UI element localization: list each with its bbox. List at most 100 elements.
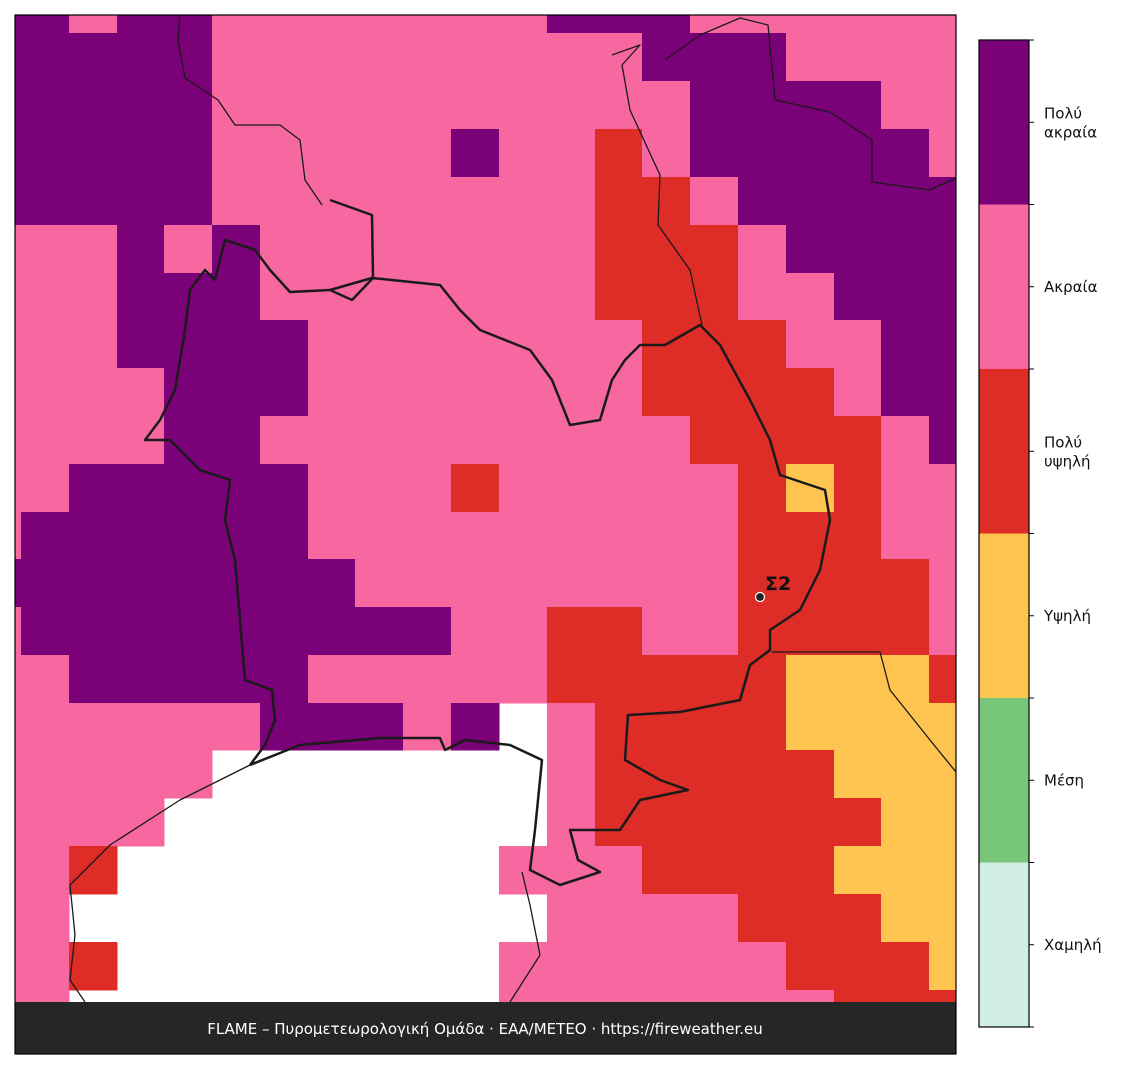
legend-swatch [979,862,1029,1027]
grid-cell [499,33,548,82]
grid-cell [786,368,835,417]
grid-cell [355,129,404,178]
grid-cell [595,273,643,321]
grid-cell [21,512,70,560]
grid-cell [355,559,404,608]
grid-cell [21,942,70,991]
grid-cell [547,894,596,943]
grid-cell [690,273,739,321]
grid-cell [738,81,787,130]
border-line [177,14,323,206]
grid-cell [499,512,548,560]
grid-cell [15,368,22,417]
grid-cell [834,607,882,656]
grid-cell [164,750,213,799]
grid-cell [499,990,548,1003]
grid-cell [15,512,22,560]
grid-cell [595,559,643,608]
grid-cell [403,512,452,560]
grid-cell [642,990,691,1003]
grid-cell [881,320,930,369]
grid-cell [547,368,596,417]
legend-label-line: ακραία [1044,123,1097,141]
grid-cell [355,15,404,34]
grid-cell [212,464,261,513]
grid-cell [15,464,22,513]
grid-cell [21,15,70,34]
grid-cell [738,320,787,369]
grid-cell [21,990,70,1003]
grid-cell [403,607,452,656]
grid-cell [786,655,835,704]
legend-label: Πολύ ακραία [1044,104,1097,141]
grid-cell [260,703,309,751]
grid-cell [69,368,118,417]
grid-cell [164,368,213,417]
grid-cell [164,129,213,178]
grid-cell [595,15,643,34]
grid-cell [260,464,309,513]
grid-cell [403,703,452,751]
grid-cell [834,129,882,178]
border-line [143,198,375,766]
grid-cell [595,990,643,1003]
grid-cell [403,177,452,226]
grid-cell [834,703,882,751]
grid-cell [403,15,452,34]
grid-cell [403,655,452,704]
grid-cell [355,416,404,465]
grid-cell [547,320,596,369]
grid-cell [21,129,70,178]
grid-cell [355,33,404,82]
grid-cell [929,990,957,1003]
legend-label: Μέση [1044,771,1084,789]
grid-cell [690,464,739,513]
grid-cell [690,416,739,465]
grid-cell [499,129,548,178]
grid-cell [212,703,261,751]
grid-cell [499,177,548,226]
grid-cell [355,607,404,656]
grid-cell [881,368,930,417]
grid-cell [69,750,118,799]
grid-cell [595,750,643,799]
grid-cell [164,703,213,751]
grid-cell [451,129,500,178]
grid-cell [786,129,835,178]
grid-cell [929,846,957,895]
grid-cell [212,177,261,226]
grid-cell [260,81,309,130]
grid-cell [117,368,165,417]
grid-cell [642,368,691,417]
footer-bar [15,1002,956,1054]
grid-cell [403,129,452,178]
grid-cell [642,416,691,465]
grid-cell [547,129,596,178]
grid-cell [786,320,835,369]
grid-cell [308,368,356,417]
grid-cell [69,33,118,82]
grid-cell [929,273,957,321]
grid-cell [403,33,452,82]
grid-cell [117,225,165,274]
grid-cell [690,129,739,178]
grid-cell [308,225,356,274]
grid-cell [834,15,882,34]
legend-label-line: Ακραία [1044,278,1098,296]
grid-cell [834,177,882,226]
grid-cell [690,15,739,34]
grid-cell [881,225,930,274]
grid-cell [834,368,882,417]
grid-cell [212,320,261,369]
grid-cell [881,273,930,321]
grid-cell [929,129,957,178]
grid-cell [451,559,500,608]
grid-cell [881,750,930,799]
grid-cell [164,416,213,465]
border-line [772,651,957,773]
grid-cell [308,320,356,369]
grid-cell [547,607,596,656]
grid-cell [690,368,739,417]
grid-cell [642,607,691,656]
